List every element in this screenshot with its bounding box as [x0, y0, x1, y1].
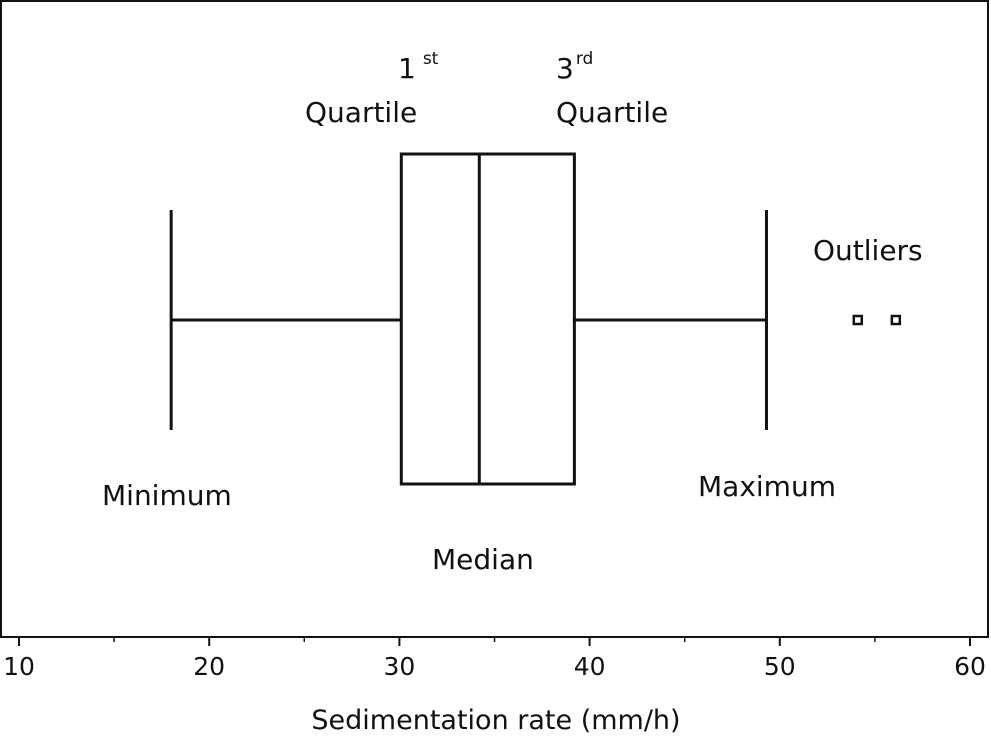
maximum-label: Maximum — [698, 470, 836, 503]
q1-label-sup: st — [423, 49, 439, 69]
x-tick-label: 30 — [383, 652, 415, 681]
x-tick-label: 10 — [3, 652, 35, 681]
minimum-label: Minimum — [102, 479, 232, 512]
median-label: Median — [432, 543, 534, 576]
q3-label-word: Quartile — [556, 96, 668, 129]
q1-label-number: 1 st — [398, 49, 439, 85]
q1-label-word: Quartile — [305, 96, 417, 129]
q3-label-sup: rd — [576, 49, 593, 69]
q3-label-main: 3 — [556, 52, 574, 85]
outlier-markers — [852, 314, 902, 326]
x-axis-title: Sedimentation rate (mm/h) — [311, 705, 680, 736]
outlier-point — [890, 314, 902, 326]
plot-frame — [0, 0, 989, 638]
x-tick-label: 40 — [574, 652, 606, 681]
q1-label-main: 1 — [398, 52, 416, 85]
outlier-point — [852, 314, 864, 326]
x-tick-label: 60 — [954, 652, 986, 681]
x-tick-label: 20 — [193, 652, 225, 681]
interquartile-box — [399, 152, 576, 486]
x-axis-tick-labels: 10 20 30 40 50 60 — [3, 652, 986, 681]
outliers-label: Outliers — [813, 234, 923, 267]
x-tick-label: 50 — [764, 652, 796, 681]
x-axis-ticks — [18, 637, 971, 646]
